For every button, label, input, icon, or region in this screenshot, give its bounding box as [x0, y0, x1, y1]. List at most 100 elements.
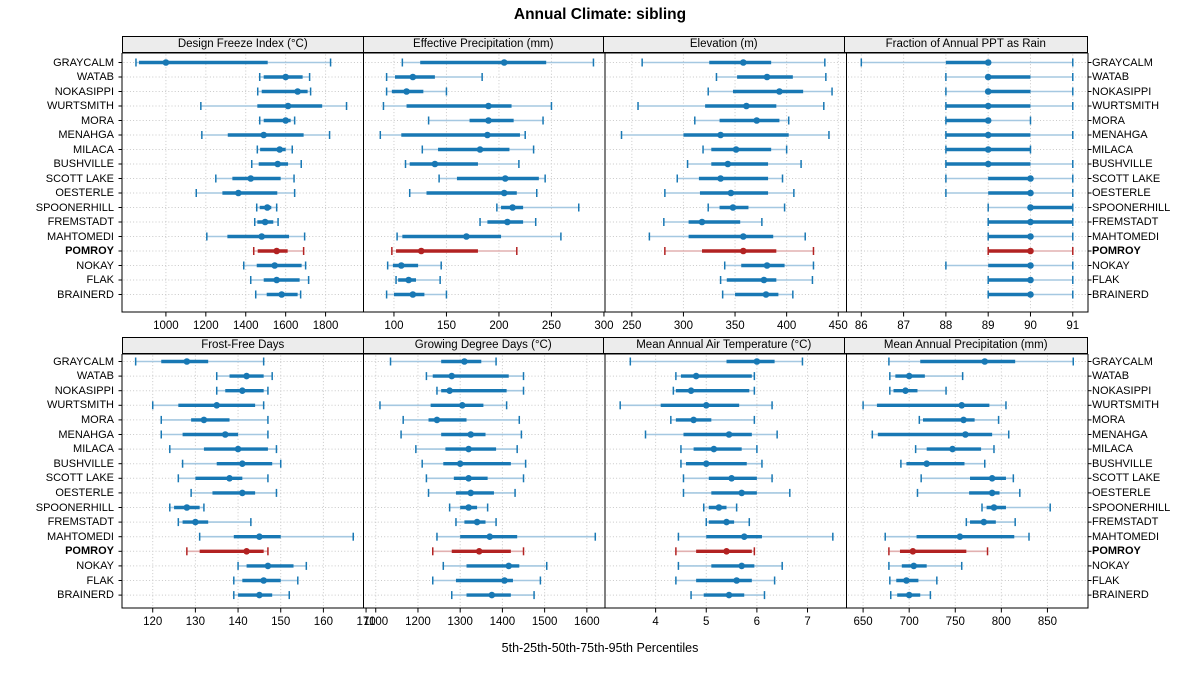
median-dot [990, 504, 998, 511]
median-dot [403, 88, 410, 95]
median-dot [276, 146, 283, 153]
site-label-right-nokay: NOKAY [1092, 259, 1130, 272]
svg-text:6: 6 [754, 616, 760, 628]
median-dot [458, 402, 466, 409]
site-label-right-pomroy: POMROY [1092, 245, 1141, 257]
panel-frame [604, 53, 847, 313]
median-dot [723, 518, 730, 526]
median-dot [243, 372, 250, 380]
median-dot [226, 475, 233, 482]
median-dot [1027, 291, 1034, 298]
svg-text:88: 88 [939, 320, 952, 332]
strip-design-freeze-index: Design Freeze Index (°C) [122, 36, 364, 53]
svg-text:350: 350 [725, 320, 744, 332]
svg-text:400: 400 [777, 320, 796, 332]
svg-text:1400: 1400 [233, 320, 259, 332]
site-label-left-menahga: MENAHGA [58, 129, 114, 141]
median-dot [274, 160, 281, 168]
site-label-left-nokasippi: NOKASIPPI [54, 85, 114, 98]
median-dot [465, 445, 472, 453]
site-label-left-bushville: BUSHVILLE [53, 457, 114, 470]
median-dot [467, 431, 475, 438]
median-dot [192, 518, 199, 526]
strip-mean-annual-air-temp: Mean Annual Air Temperature (°C) [603, 337, 845, 354]
median-dot [417, 247, 425, 255]
site-label-right-mahtomedi: MAHTOMEDI [1092, 530, 1160, 543]
median-dot [278, 291, 285, 298]
median-dot [234, 445, 242, 453]
median-dot [247, 175, 255, 182]
median-dot [984, 117, 992, 124]
site-label-left-watab: WATAB [76, 71, 114, 83]
median-dot [239, 387, 246, 394]
svg-text:87: 87 [897, 320, 910, 332]
median-dot [910, 562, 918, 570]
median-dot [183, 358, 191, 365]
site-label-right-bushville: BUSHVILLE [1092, 457, 1153, 470]
site-label-right-flak: FLAK [1092, 274, 1120, 286]
median-dot [461, 358, 468, 365]
median-dot [488, 591, 496, 599]
median-dot [1027, 233, 1034, 240]
median-dot [984, 88, 992, 95]
site-label-right-bushville: BUSHVILLE [1092, 158, 1153, 170]
svg-text:300: 300 [594, 320, 613, 332]
median-dot [909, 548, 917, 555]
median-dot [1027, 262, 1034, 269]
site-label-left-fremstadt: FREMSTADT [47, 216, 114, 228]
median-dot [980, 518, 988, 526]
median-dot [501, 175, 509, 182]
median-dot [762, 291, 770, 298]
median-dot [1027, 276, 1034, 284]
site-label-left-milaca: MILACA [73, 443, 114, 456]
median-dot [273, 276, 280, 284]
panel-frame [846, 53, 1089, 313]
site-label-left-nokay: NOKAY [76, 259, 114, 272]
median-dot [282, 117, 289, 124]
site-label-right-scott-lake: SCOTT LAKE [1092, 472, 1161, 485]
median-dot [923, 460, 930, 467]
panel-frame [363, 53, 606, 313]
median-dot [725, 431, 733, 438]
median-dot [715, 504, 723, 511]
site-label-right-mora: MORA [1092, 114, 1125, 127]
median-dot [505, 562, 513, 570]
svg-text:1300: 1300 [447, 616, 473, 628]
median-dot [717, 175, 724, 182]
median-dot [500, 189, 508, 197]
median-dot [710, 445, 718, 453]
site-label-left-bushville: BUSHVILLE [53, 158, 114, 170]
svg-text:450: 450 [829, 320, 848, 332]
svg-text:130: 130 [186, 616, 205, 628]
median-dot [239, 460, 246, 467]
median-dot [988, 489, 996, 497]
site-label-left-watab: WATAB [76, 370, 114, 383]
site-label-right-menahga: MENAHGA [1092, 129, 1148, 141]
site-label-left-wurtsmith: WURTSMITH [46, 100, 114, 112]
median-dot [981, 358, 989, 365]
median-dot [724, 160, 732, 168]
site-label-right-mora: MORA [1092, 413, 1125, 426]
svg-text:90: 90 [1024, 320, 1037, 332]
median-dot [723, 548, 730, 555]
median-dot [690, 416, 697, 424]
site-label-left-nokasippi: NOKASIPPI [54, 384, 114, 397]
median-dot [467, 489, 475, 497]
site-label-left-scott-lake: SCOTT LAKE [45, 172, 114, 185]
median-dot [717, 131, 724, 139]
median-dot [200, 416, 208, 424]
site-label-left-brainerd: BRAINERD [57, 288, 114, 301]
svg-text:1000: 1000 [153, 320, 179, 332]
panel-mean-annual-precipitation-mm: 650 700 750 800 850 [846, 354, 1092, 628]
median-dot [702, 402, 710, 409]
median-dot [984, 160, 992, 168]
median-dot [263, 204, 271, 211]
svg-text:89: 89 [982, 320, 995, 332]
site-label-left-flak: FLAK [86, 274, 114, 286]
site-label-left-fremstadt: FREMSTADT [47, 516, 114, 529]
site-label-left-flak: FLAK [86, 574, 114, 587]
median-dot [256, 533, 263, 540]
site-label-left-pomroy: POMROY [65, 245, 114, 257]
site-label-left-wurtsmith: WURTSMITH [46, 399, 114, 412]
median-dot [732, 146, 740, 153]
